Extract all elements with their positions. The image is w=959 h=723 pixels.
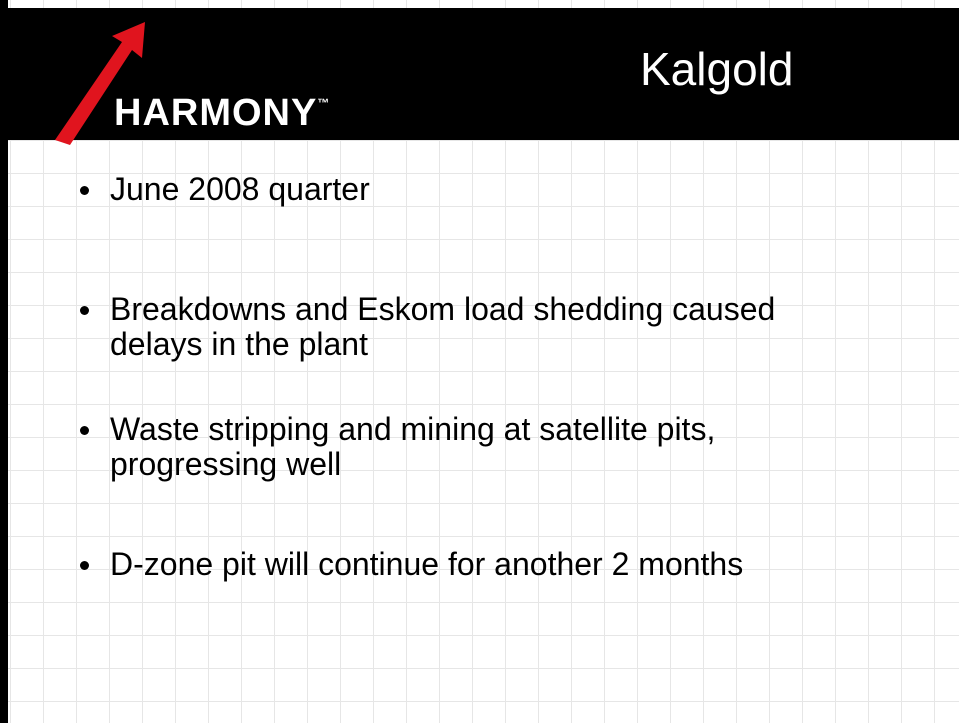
bullet-text: progressing well — [110, 446, 342, 482]
header-bar — [0, 8, 959, 140]
bullet-text: June 2008 quarter — [110, 171, 370, 207]
bullet-item: Breakdowns and Eskom load shedding cause… — [75, 292, 775, 362]
left-bar — [0, 0, 8, 723]
bullet-item: D-zone pit will continue for another 2 m… — [75, 547, 743, 582]
bullet-text: Waste stripping and mining at satellite … — [110, 411, 716, 447]
bullet-text: delays in the plant — [110, 326, 368, 362]
arrow-shape — [55, 22, 145, 145]
slide-title: Kalgold — [640, 43, 794, 95]
logo-arrow — [55, 22, 145, 145]
bullet-item: Waste stripping and mining at satellite … — [75, 412, 715, 482]
bullet-item: June 2008 quarter — [75, 172, 370, 207]
bullet-text: D-zone pit will continue for another 2 m… — [110, 546, 744, 582]
logo-text: HARMONY — [114, 92, 318, 134]
bullet-text: Breakdowns and Eskom load shedding cause… — [110, 291, 776, 327]
logo: HARMONY™ — [114, 92, 330, 135]
trademark: ™ — [317, 96, 331, 110]
